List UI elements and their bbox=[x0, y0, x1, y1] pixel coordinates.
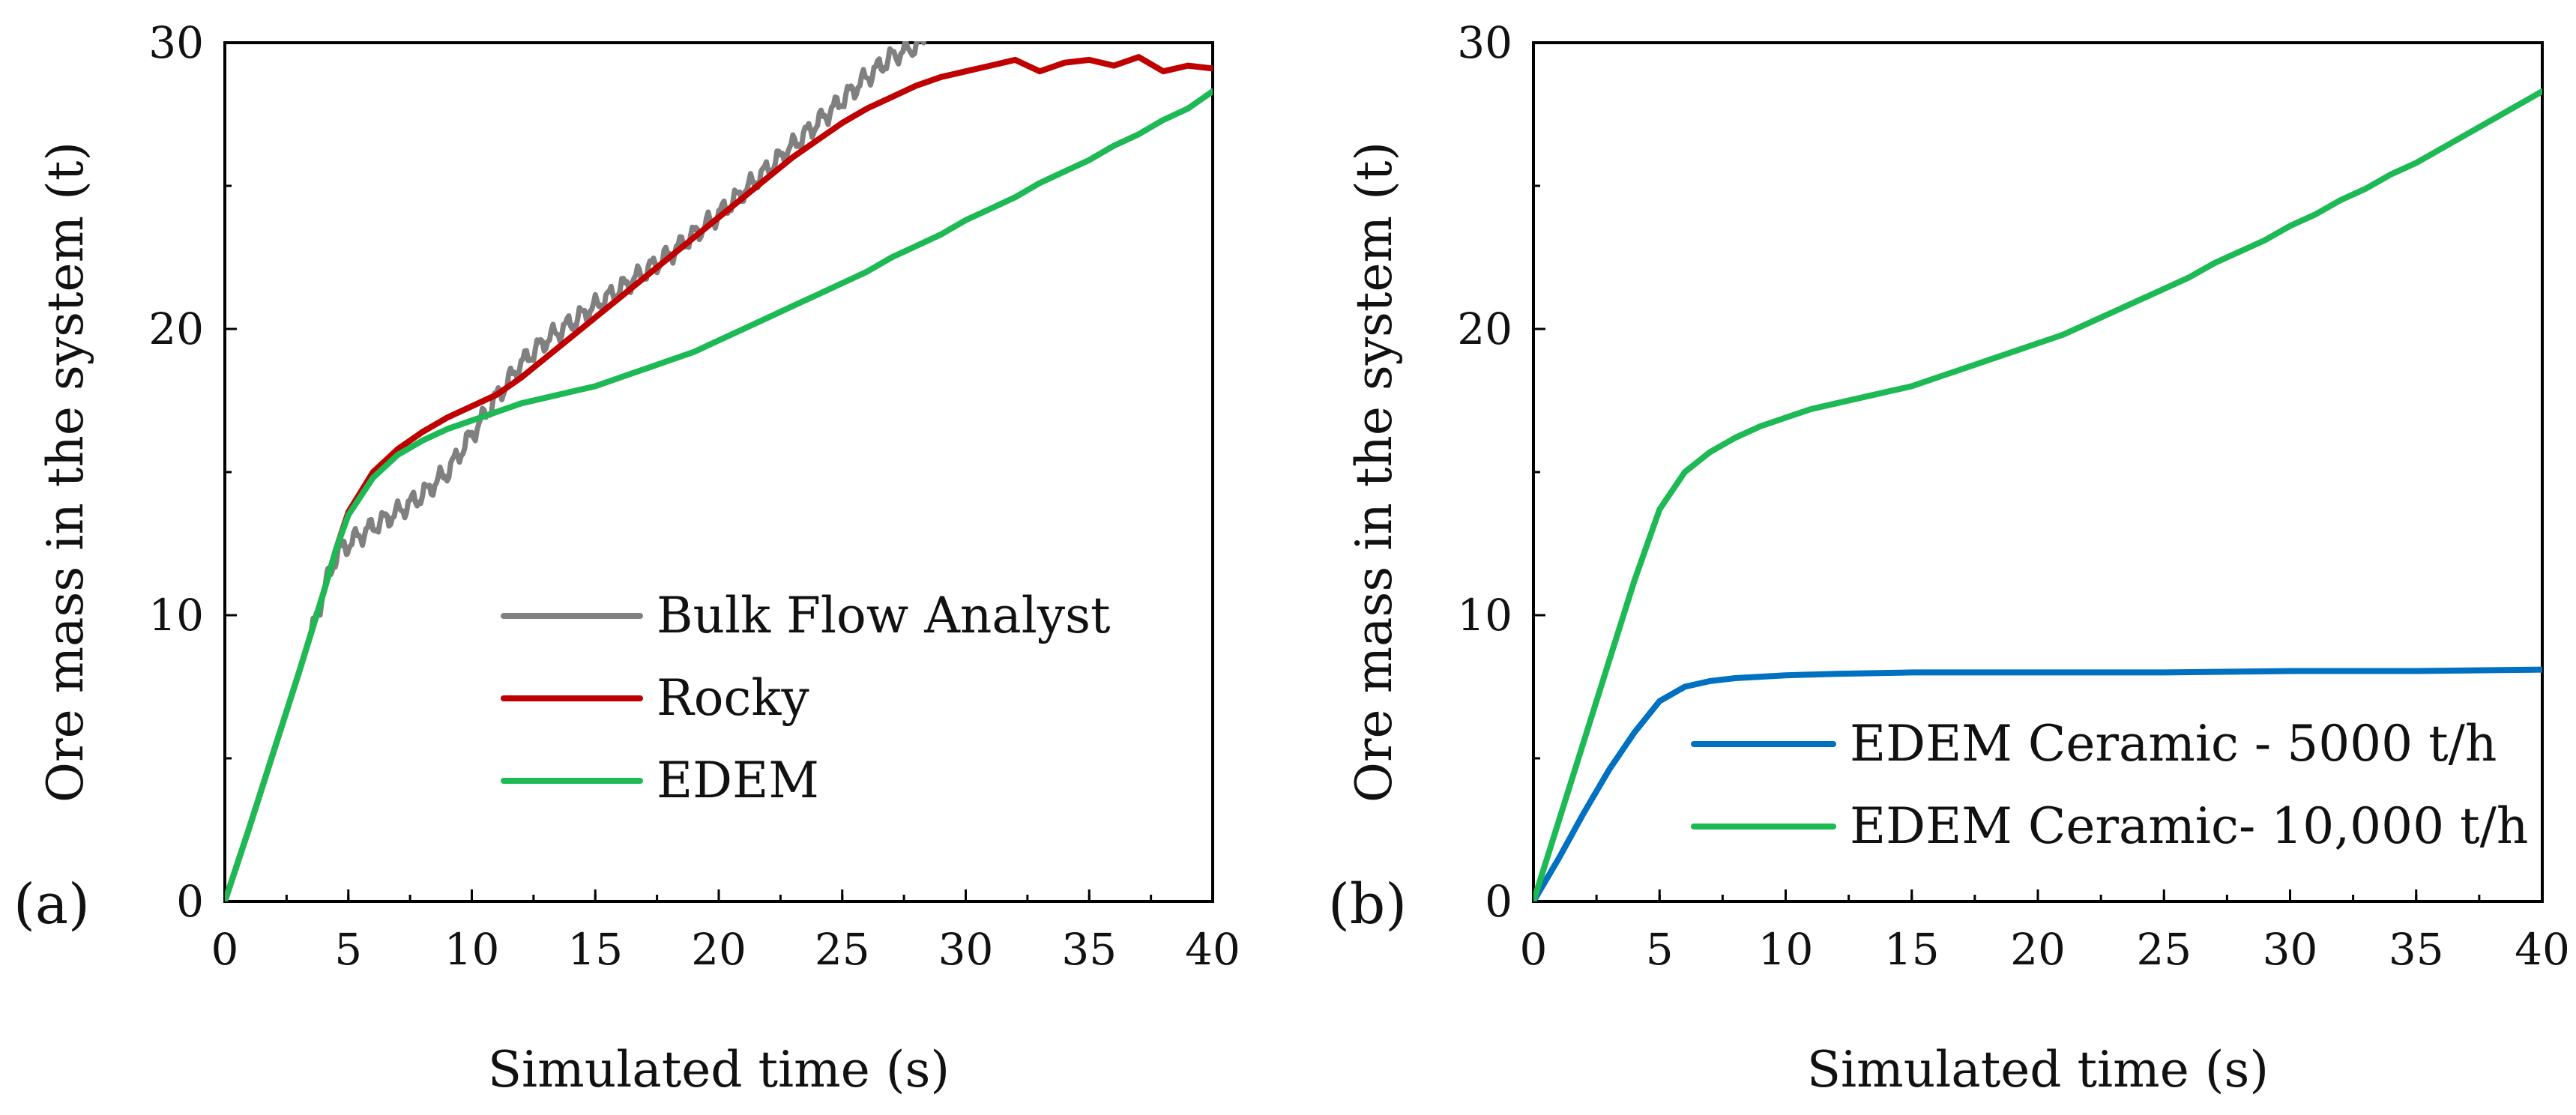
legend-label: EDEM Ceramic - 5000 t/h bbox=[1850, 715, 2497, 773]
x-tick-label: 15 bbox=[567, 924, 623, 975]
y-tick-label: 0 bbox=[1485, 876, 1512, 927]
x-tick-label: 0 bbox=[1520, 924, 1548, 975]
panel-label: (a) bbox=[13, 872, 90, 937]
y-tick-label: 20 bbox=[1457, 303, 1512, 354]
x-tick-label: 35 bbox=[2389, 924, 2444, 975]
x-tick-label: 5 bbox=[1646, 924, 1674, 975]
x-tick-label: 20 bbox=[2010, 924, 2066, 975]
x-tick-label: 40 bbox=[2515, 924, 2570, 975]
series-group bbox=[1533, 88, 2542, 901]
y-tick-label: 10 bbox=[1457, 590, 1512, 641]
y-tick-label: 20 bbox=[148, 303, 204, 354]
x-tick-label: 40 bbox=[1185, 924, 1240, 975]
legend-label: Rocky bbox=[657, 669, 809, 727]
legend-label: EDEM Ceramic- 10,000 t/h bbox=[1850, 797, 2528, 855]
y-axis-title: Ore mass in the system (t) bbox=[1345, 142, 1403, 803]
x-tick-label: 20 bbox=[691, 924, 746, 975]
x-tick-label: 10 bbox=[444, 924, 500, 975]
series-line-1 bbox=[1533, 88, 2542, 901]
x-tick-label: 25 bbox=[2136, 924, 2192, 975]
chart-panel-a: 0 5 10 15 20 25 30 35 40 0 10 20 30 Simulated time (s… bbox=[13, 17, 1240, 1099]
panel-label: (b) bbox=[1328, 872, 1407, 937]
x-axis-title: Simulated time (s) bbox=[488, 1041, 950, 1099]
x-tick-label: 15 bbox=[1884, 924, 1940, 975]
series-line-2 bbox=[225, 88, 1213, 901]
legend-label: EDEM bbox=[657, 752, 819, 809]
x-tick-label: 5 bbox=[334, 924, 362, 975]
series-group bbox=[225, 41, 1213, 901]
x-tick-label: 30 bbox=[938, 924, 994, 975]
x-tick-label: 0 bbox=[211, 924, 239, 975]
x-tick-label: 10 bbox=[1758, 924, 1814, 975]
y-tick-label: 10 bbox=[148, 590, 204, 641]
legend-label: Bulk Flow Analyst bbox=[657, 587, 1111, 644]
y-tick-label: 30 bbox=[1457, 17, 1512, 68]
x-axis-title: Simulated time (s) bbox=[1807, 1041, 2269, 1099]
legend: Bulk Flow Analyst Rocky EDEM bbox=[501, 587, 1111, 809]
series-line-0 bbox=[1533, 666, 2542, 901]
y-tick-label: 30 bbox=[148, 17, 204, 68]
legend: EDEM Ceramic - 5000 t/h EDEM Ceramic- 10,… bbox=[1691, 715, 2528, 855]
y-tick-label: 0 bbox=[176, 876, 204, 927]
x-tick-label: 25 bbox=[815, 924, 870, 975]
y-axis-title: Ore mass in the system (t) bbox=[37, 142, 94, 803]
chart-panel-b: 0 5 10 15 20 25 30 35 40 0 10 20 30 Simulated time (s… bbox=[1328, 17, 2570, 1099]
x-tick-label: 30 bbox=[2263, 924, 2318, 975]
x-tick-label: 35 bbox=[1061, 924, 1117, 975]
